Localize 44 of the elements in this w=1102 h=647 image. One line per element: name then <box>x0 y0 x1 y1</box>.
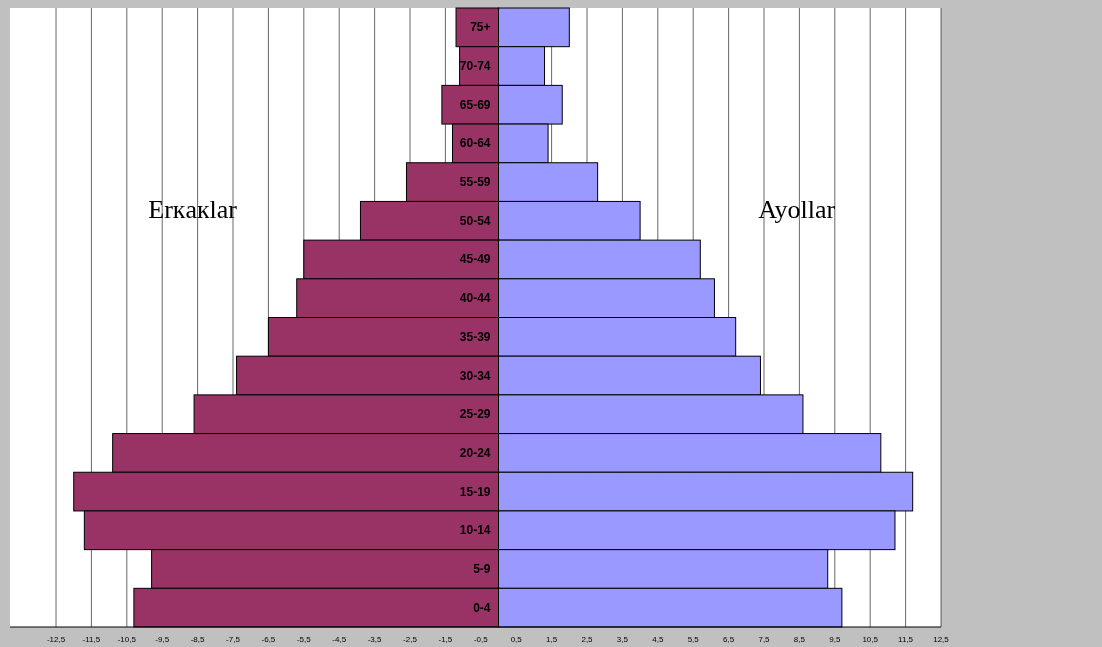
y-tick-label: 75+ <box>470 20 491 35</box>
y-tick-label: 60-64 <box>459 136 491 151</box>
y-tick-label: 70-74 <box>459 59 491 74</box>
x-tick-label: 11,5 <box>898 635 914 644</box>
x-tick-label: 7,5 <box>758 635 771 644</box>
y-tick-label: 65-69 <box>459 97 491 112</box>
x-tick-label: -9,5 <box>155 635 170 644</box>
y-tick-label: 55-59 <box>459 175 491 190</box>
x-tick-label: 8,5 <box>793 635 806 644</box>
x-tick-label: 12,5 <box>933 635 950 644</box>
x-tick-label: 4,5 <box>652 635 664 644</box>
y-tick-label: 20-24 <box>459 445 491 460</box>
x-tick-label: -11,5 <box>82 635 101 644</box>
y-tick-label: 30-34 <box>459 368 491 383</box>
y-tick-label: 0-4 <box>473 600 491 615</box>
x-tick-label: 0,5 <box>510 635 523 644</box>
x-tick-label: -0,5 <box>473 635 489 644</box>
y-tick-label: 25-29 <box>459 407 491 422</box>
x-tick-label: 2,5 <box>581 635 594 644</box>
x-tick-label: -2,5 <box>403 635 418 644</box>
x-tick-label: 6,5 <box>723 635 735 644</box>
text: Erкaкlar <box>148 195 238 224</box>
x-tick-label: -8,5 <box>190 635 206 644</box>
x-tick-label: -4,5 <box>332 635 347 644</box>
y-tick-label: 15-19 <box>459 484 491 499</box>
x-tick-label: -12,5 <box>46 635 66 644</box>
y-tick-label: 10-14 <box>459 523 491 538</box>
x-tick-label: -3,5 <box>367 635 383 644</box>
x-tick-label: -7,5 <box>226 635 241 644</box>
y-tick-label: 5-9 <box>473 561 491 576</box>
y-tick-label: 45-49 <box>459 252 491 267</box>
x-tick-label: 5,5 <box>687 635 700 644</box>
x-tick-label: -1,5 <box>438 635 453 644</box>
x-tick-label: -5,5 <box>296 635 312 644</box>
x-tick-label: 10,5 <box>862 635 879 644</box>
y-tick-label: 35-39 <box>459 329 491 344</box>
x-tick-label: 1,5 <box>546 635 558 644</box>
y-tick-label: 40-44 <box>459 291 491 306</box>
x-tick-label: -6,5 <box>261 635 276 644</box>
x-tick-label: 9,5 <box>829 635 841 644</box>
y-tick-label: 50-54 <box>459 213 491 228</box>
x-tick-label: 3,5 <box>616 635 629 644</box>
text: Ayollar <box>758 195 836 224</box>
x-tick-label: -10,5 <box>117 635 137 644</box>
